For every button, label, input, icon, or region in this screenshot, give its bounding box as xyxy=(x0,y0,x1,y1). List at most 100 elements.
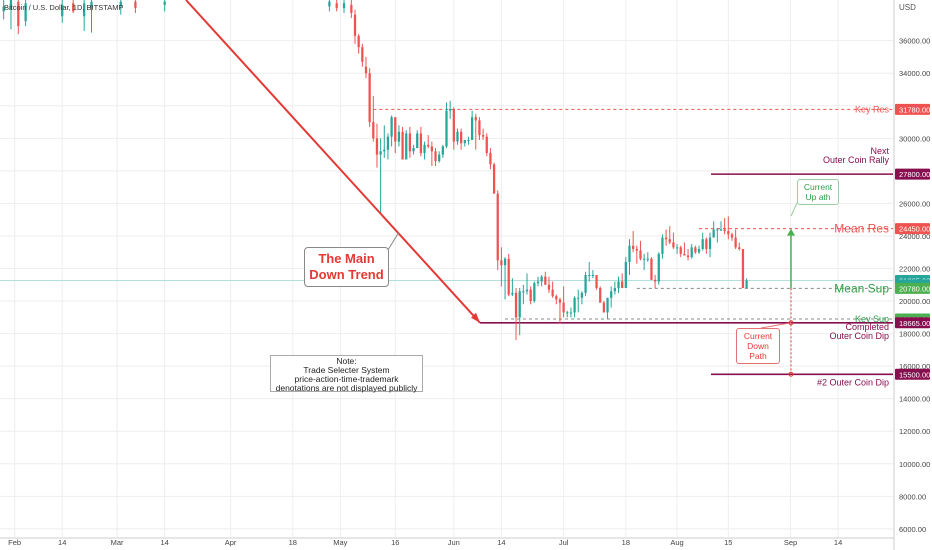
candle-body xyxy=(683,253,686,256)
candle-body xyxy=(408,133,412,152)
x-tick-label: Aug xyxy=(670,538,683,547)
candle-body xyxy=(522,291,525,293)
candle-body xyxy=(17,1,20,27)
candle-body xyxy=(661,237,664,254)
candle-body xyxy=(566,312,569,314)
candle-body xyxy=(83,3,86,17)
candle-body xyxy=(558,299,562,303)
candle-body xyxy=(485,136,488,153)
up-path-arrowhead xyxy=(787,228,795,236)
y-tick-label: 20000.00 xyxy=(899,297,930,306)
x-tick-label: May xyxy=(333,538,347,547)
candle-body xyxy=(335,3,338,9)
x-tick-label: 14 xyxy=(834,538,842,547)
price-tag xyxy=(895,368,930,380)
down-callout-pointer xyxy=(760,322,792,329)
candle-body xyxy=(591,275,595,277)
candle-body xyxy=(372,122,375,139)
price-tag-label: 31780.00 xyxy=(899,105,930,114)
candle-body xyxy=(353,14,357,36)
candle-body xyxy=(584,275,587,293)
x-tick-label: Apr xyxy=(225,538,237,547)
candle-body xyxy=(610,291,613,298)
candle-body xyxy=(646,258,649,260)
candle-body xyxy=(639,250,642,259)
candle-body xyxy=(419,133,423,153)
candle-body xyxy=(514,292,518,318)
price-tag-label: 18665.00 xyxy=(899,319,930,328)
candle-body xyxy=(727,231,730,235)
candle-body xyxy=(134,1,137,9)
candle-body xyxy=(452,109,455,142)
candle-body xyxy=(602,302,606,313)
candle-body xyxy=(361,47,364,62)
candle-body xyxy=(697,248,701,253)
candle-body xyxy=(719,229,723,231)
candle-body xyxy=(430,146,433,152)
candle-body xyxy=(708,237,712,249)
candle-body xyxy=(474,117,477,121)
candle-body xyxy=(628,245,631,262)
candle-body xyxy=(492,164,496,194)
symbol-title: Bitcoin / U.S. Dollar, 1D, BITSTAMP xyxy=(4,3,124,12)
x-tick-label: Jul xyxy=(559,538,569,547)
candle-body xyxy=(529,289,532,302)
candle-body xyxy=(701,239,704,249)
key-res-label: Key Res xyxy=(855,104,890,114)
y-tick-label: 8000.00 xyxy=(899,492,926,501)
price-tags: 31780.0027800.0024450.0021265.0012:28:15… xyxy=(895,103,930,380)
mean-sup-label: Mean Sup xyxy=(834,281,889,295)
candle-body xyxy=(686,255,690,258)
candle-body xyxy=(394,117,397,142)
candle-body xyxy=(712,229,715,238)
candle-body xyxy=(423,144,426,153)
x-tick-label: 18 xyxy=(289,538,297,547)
candle-body xyxy=(668,239,671,243)
candle-body xyxy=(551,289,554,297)
candle-body xyxy=(2,6,5,12)
x-tick-label: 16 xyxy=(391,538,399,547)
candle-body xyxy=(383,149,386,152)
note-line3: price-action-time-trademark xyxy=(294,374,399,384)
candle-body xyxy=(675,247,679,249)
main-trend-line2: Down Trend xyxy=(309,267,384,282)
candle-body xyxy=(328,1,331,7)
note-box: Note: Trade Selecter System price-action… xyxy=(270,355,423,393)
x-tick-label: Feb xyxy=(8,538,21,547)
y-tick-label: 34000.00 xyxy=(899,69,930,78)
candle-body xyxy=(518,291,521,318)
candle-body xyxy=(653,279,657,282)
mean-res-label: Mean Res xyxy=(834,222,889,236)
candle-body xyxy=(460,131,463,144)
down-path-callout: Current Down Path xyxy=(736,328,780,364)
candle-body xyxy=(478,120,481,136)
price-tag-label: 27800.00 xyxy=(899,170,930,179)
candle-body xyxy=(536,281,540,284)
candle-body xyxy=(463,139,466,144)
drawings xyxy=(185,0,798,377)
candle-body xyxy=(342,3,346,9)
outer-dip-2-label: #2 Outer Coin Dip xyxy=(817,377,889,387)
price-tag xyxy=(895,317,930,329)
x-tick-label: 14 xyxy=(497,538,505,547)
candle-body xyxy=(624,261,627,289)
candle-body xyxy=(489,152,492,165)
currency-label: USD xyxy=(899,3,916,12)
x-tick-label: 14 xyxy=(161,538,169,547)
x-tick-label: 18 xyxy=(622,538,630,547)
candle-body xyxy=(357,35,360,48)
y-tick-label: 14000.00 xyxy=(899,395,930,404)
candle-body xyxy=(481,135,485,137)
price-tag-label: 20780.00 xyxy=(899,284,930,293)
candle-body xyxy=(540,276,543,282)
candle-body xyxy=(470,117,474,140)
y-tick-label: 6000.00 xyxy=(899,525,926,534)
candle-body xyxy=(569,312,573,314)
candle-body xyxy=(449,109,452,111)
candle-body xyxy=(9,0,13,10)
price-tag xyxy=(895,282,930,294)
candle-body xyxy=(24,3,27,22)
